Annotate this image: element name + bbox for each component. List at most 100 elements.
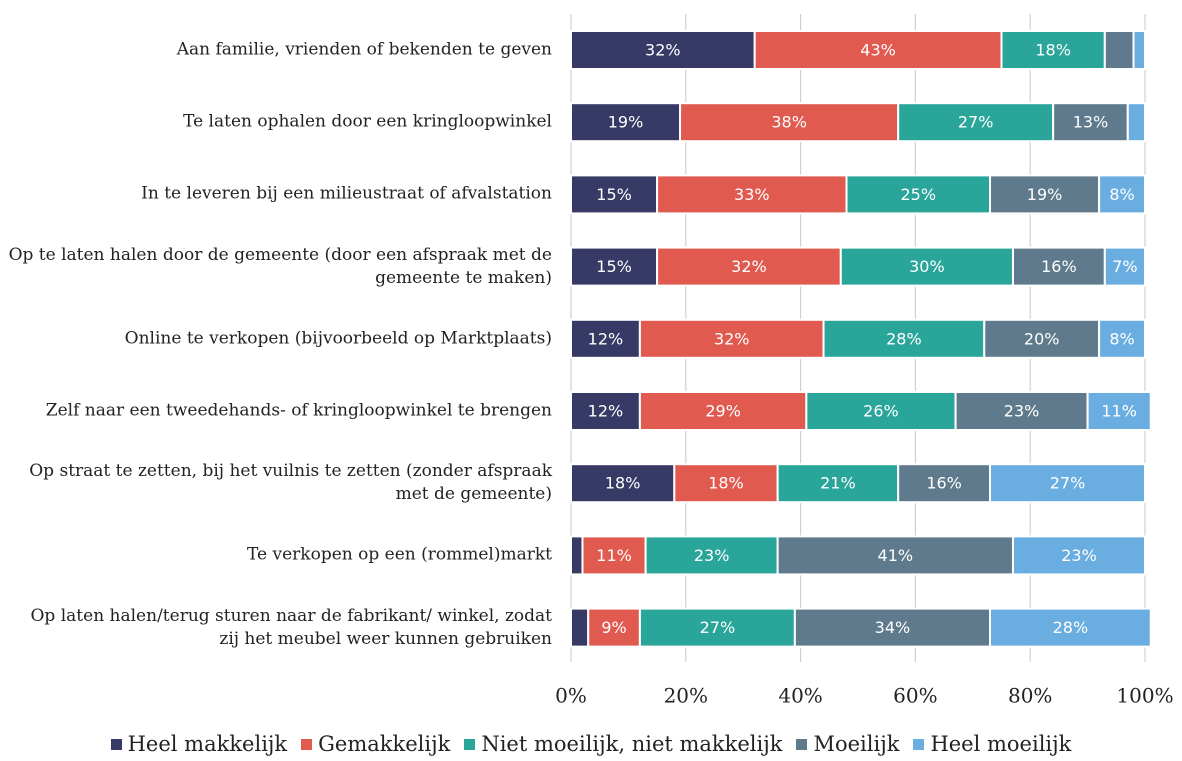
- value-label: 23%: [1004, 402, 1040, 421]
- bar-segment: [1011, 246, 1106, 287]
- bar-segment: [638, 391, 808, 431]
- x-tick-label: 80%: [1008, 684, 1052, 708]
- value-label: 11%: [1101, 402, 1137, 421]
- legend-swatch: [464, 738, 476, 750]
- value-label: 11%: [596, 546, 632, 565]
- bar-segment: [989, 174, 1101, 215]
- legend-item: Heel moeilijk: [913, 732, 1071, 756]
- value-label: 23%: [1061, 546, 1097, 565]
- x-tick-label: 40%: [778, 684, 822, 708]
- x-tick-label: 60%: [893, 684, 937, 708]
- bar-segment: [581, 535, 647, 576]
- bar-segment: [1086, 391, 1152, 431]
- value-label: 8%: [1109, 329, 1134, 348]
- bar-segment: [1011, 535, 1146, 576]
- legend-item: Gemakkelijk: [301, 732, 450, 756]
- legend-label: Gemakkelijk: [318, 732, 451, 756]
- legend: Heel makkelijk Gemakkelijk Niet moeilijk, …: [0, 732, 1182, 756]
- value-label: 12%: [588, 329, 624, 348]
- x-tick-label: 20%: [664, 684, 708, 708]
- value-label: 16%: [926, 474, 962, 493]
- bar-segment: [570, 30, 756, 70]
- bar-segment: [897, 463, 992, 504]
- bar-segment: [656, 246, 842, 287]
- bar-segment: [805, 391, 957, 431]
- bar-segment: [776, 463, 900, 504]
- value-label: 30%: [909, 257, 945, 276]
- value-label: 23%: [694, 546, 730, 565]
- bar-segment: [570, 102, 682, 143]
- value-label: 41%: [878, 546, 914, 565]
- category-label: Op te laten halen door de gemeente (door…: [8, 244, 552, 288]
- value-label: 12%: [588, 402, 624, 421]
- bar-segment: [570, 463, 676, 504]
- value-label: 18%: [708, 474, 744, 493]
- value-label: 28%: [886, 329, 922, 348]
- bar-segment: [839, 246, 1014, 287]
- value-label: 28%: [1053, 618, 1089, 637]
- x-tick-label: 100%: [1116, 684, 1173, 708]
- legend-item: Heel makkelijk: [110, 732, 288, 756]
- bar-segment: [570, 607, 590, 648]
- x-tick-label: 0%: [555, 684, 587, 708]
- value-label: 26%: [863, 402, 899, 421]
- bar-segment: [1132, 30, 1147, 70]
- value-label: 43%: [860, 41, 896, 60]
- category-label: In te leveren bij een milieustraat of af…: [141, 183, 552, 204]
- bar-segment: [1103, 30, 1135, 70]
- legend-label: Heel makkelijk: [127, 732, 288, 756]
- value-label: 15%: [596, 185, 632, 204]
- value-label: 19%: [1027, 185, 1063, 204]
- value-label: 18%: [605, 474, 641, 493]
- value-label: 16%: [1041, 257, 1077, 276]
- bar-segment: [1098, 318, 1146, 359]
- legend-swatch: [913, 738, 925, 750]
- value-label: 29%: [705, 402, 741, 421]
- legend-label: Moeilijk: [813, 732, 900, 756]
- category-label: Online te verkopen (bijvoorbeeld op Mark…: [124, 328, 552, 349]
- value-label: 25%: [900, 185, 936, 204]
- value-label: 21%: [820, 474, 856, 493]
- category-label: Te verkopen op een (rommel)markt: [247, 544, 552, 565]
- bar-segment: [638, 318, 825, 359]
- value-label: 19%: [608, 113, 644, 132]
- legend-swatch: [796, 738, 808, 750]
- bar-segment: [570, 174, 659, 215]
- bar-segment: [656, 174, 848, 215]
- bar-segment: [1103, 246, 1146, 287]
- value-label: 20%: [1024, 329, 1060, 348]
- value-label: 27%: [1050, 474, 1086, 493]
- value-label: 15%: [596, 257, 632, 276]
- bar-segment: [897, 102, 1055, 143]
- value-label: 18%: [1035, 41, 1071, 60]
- category-label: Op laten halen/terug sturen naar de fabr…: [30, 605, 553, 649]
- category-label: Te laten ophalen door een kringloopwinke…: [183, 111, 552, 132]
- value-label: 38%: [771, 113, 807, 132]
- bar-segment: [1052, 102, 1129, 143]
- value-label: 33%: [734, 185, 770, 204]
- bar-segment: [989, 463, 1147, 504]
- category-label: Zelf naar een tweedehands- of kringloopw…: [45, 400, 552, 421]
- category-label: Op straat te zetten, bij het vuilnis te …: [29, 461, 552, 505]
- value-label: 32%: [645, 41, 681, 60]
- category-label: Aan familie, vrienden of bekenden te gev…: [176, 39, 552, 60]
- bar-segment: [644, 535, 779, 576]
- value-label: 34%: [875, 618, 911, 637]
- bar-segment: [1098, 174, 1146, 215]
- bar-segment: [587, 607, 641, 648]
- value-label: 32%: [714, 329, 750, 348]
- legend-label: Niet moeilijk, niet makkelijk: [481, 732, 783, 756]
- legend-item: Niet moeilijk, niet makkelijk: [464, 732, 782, 756]
- legend-label: Heel moeilijk: [930, 732, 1072, 756]
- value-label: 9%: [601, 618, 626, 637]
- bar-segment: [989, 607, 1152, 648]
- bar-segment: [1126, 102, 1147, 143]
- bar-segment: [570, 535, 584, 576]
- legend-item: Moeilijk: [796, 732, 899, 756]
- value-label: 8%: [1109, 185, 1134, 204]
- value-label: 32%: [731, 257, 767, 276]
- bar-segment: [638, 607, 796, 648]
- value-label: 27%: [958, 113, 994, 132]
